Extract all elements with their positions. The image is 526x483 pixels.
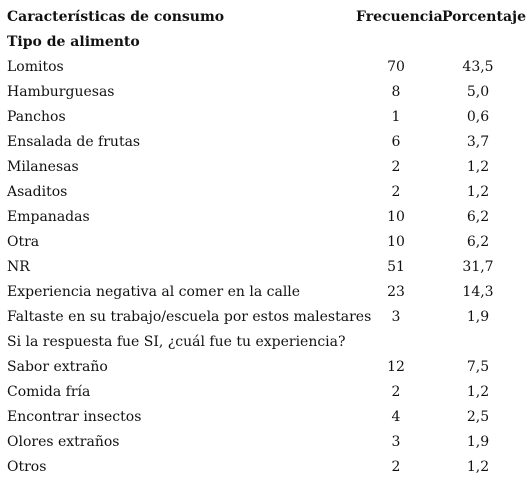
row-label: Milanesas — [7, 159, 79, 175]
row-label: Si la respuesta fue SI, ¿cuál fue tu exp… — [7, 334, 346, 350]
row-frequency: 4 — [391, 409, 401, 425]
row-percentage: 31,7 — [462, 259, 494, 275]
row-frequency: 2 — [391, 384, 401, 400]
row-frequency: 8 — [391, 84, 401, 100]
row-percentage: 1,2 — [466, 384, 490, 400]
row-percentage: 43,5 — [462, 59, 494, 75]
row-frequency: 70 — [387, 59, 405, 75]
table-row: NR 51 31,7 — [0, 255, 526, 280]
table-row: Panchos 1 0,6 — [0, 105, 526, 130]
row-percentage: 6,2 — [466, 234, 490, 250]
row-percentage: 6,2 — [466, 209, 490, 225]
row-label: Panchos — [7, 109, 66, 125]
header-characteristic: Características de consumo — [7, 9, 225, 25]
row-percentage: 1,2 — [466, 159, 490, 175]
header-frequency: Frecuencia — [356, 9, 443, 25]
row-percentage: 1,2 — [466, 459, 490, 475]
row-percentage: 3,7 — [466, 134, 490, 150]
table-row: Experiencia negativa al comer en la call… — [0, 280, 526, 305]
row-label: Experiencia negativa al comer en la call… — [7, 284, 301, 300]
row-label: Ensalada de frutas — [7, 134, 141, 150]
row-label: Empanadas — [7, 209, 90, 225]
row-label: Tipo de alimento — [7, 34, 140, 50]
table-row: Faltaste en su trabajo/escuela por estos… — [0, 305, 526, 330]
row-frequency: 2 — [391, 459, 401, 475]
row-frequency: 6 — [391, 134, 401, 150]
row-label: Otra — [7, 234, 40, 250]
row-label: Hamburguesas — [7, 84, 115, 100]
row-frequency: 3 — [391, 309, 401, 325]
row-frequency: 2 — [391, 159, 401, 175]
row-label: Encontrar insectos — [7, 409, 142, 425]
table-row: Lomitos 70 43,5 — [0, 55, 526, 80]
row-percentage: 1,9 — [466, 309, 490, 325]
row-label: Sabor extraño — [7, 359, 108, 375]
table-body: Tipo de alimento Lomitos 70 43,5 Hamburg… — [0, 30, 526, 480]
row-frequency: 10 — [387, 209, 405, 225]
table-row: Empanadas 10 6,2 — [0, 205, 526, 230]
row-frequency: 2 — [391, 184, 401, 200]
row-label: Faltaste en su trabajo/escuela por estos… — [7, 309, 372, 325]
row-frequency: 10 — [387, 234, 405, 250]
table-row: Olores extraños 3 1,9 — [0, 430, 526, 455]
row-label: Asaditos — [7, 184, 68, 200]
header-percentage: Porcentaje — [442, 9, 526, 25]
row-percentage: 0,6 — [466, 109, 490, 125]
row-label: Comida fría — [7, 384, 91, 400]
row-percentage: 14,3 — [462, 284, 494, 300]
table-row: Otros 2 1,2 — [0, 455, 526, 480]
table-row: Comida fría 2 1,2 — [0, 380, 526, 405]
row-percentage: 1,9 — [466, 434, 490, 450]
table-header-row: Características de consumo Frecuencia Po… — [0, 5, 526, 30]
row-frequency: 51 — [387, 259, 405, 275]
table-row: Milanesas 2 1,2 — [0, 155, 526, 180]
table-row: Asaditos 2 1,2 — [0, 180, 526, 205]
table-row: Otra 10 6,2 — [0, 230, 526, 255]
row-frequency: 12 — [387, 359, 405, 375]
table-row: Sabor extraño 12 7,5 — [0, 355, 526, 380]
row-frequency: 23 — [387, 284, 405, 300]
row-frequency: 3 — [391, 434, 401, 450]
row-percentage: 5,0 — [466, 84, 490, 100]
row-label: NR — [7, 259, 30, 275]
row-label: Lomitos — [7, 59, 64, 75]
row-label: Olores extraños — [7, 434, 120, 450]
table-row: Hamburguesas 8 5,0 — [0, 80, 526, 105]
table-row: Tipo de alimento — [0, 30, 526, 55]
table-row: Encontrar insectos 4 2,5 — [0, 405, 526, 430]
row-percentage: 1,2 — [466, 184, 490, 200]
row-label: Otros — [7, 459, 47, 475]
row-frequency: 1 — [391, 109, 401, 125]
table-row: Ensalada de frutas 6 3,7 — [0, 130, 526, 155]
row-percentage: 2,5 — [466, 409, 490, 425]
table-row: Si la respuesta fue SI, ¿cuál fue tu exp… — [0, 330, 526, 355]
row-percentage: 7,5 — [466, 359, 490, 375]
